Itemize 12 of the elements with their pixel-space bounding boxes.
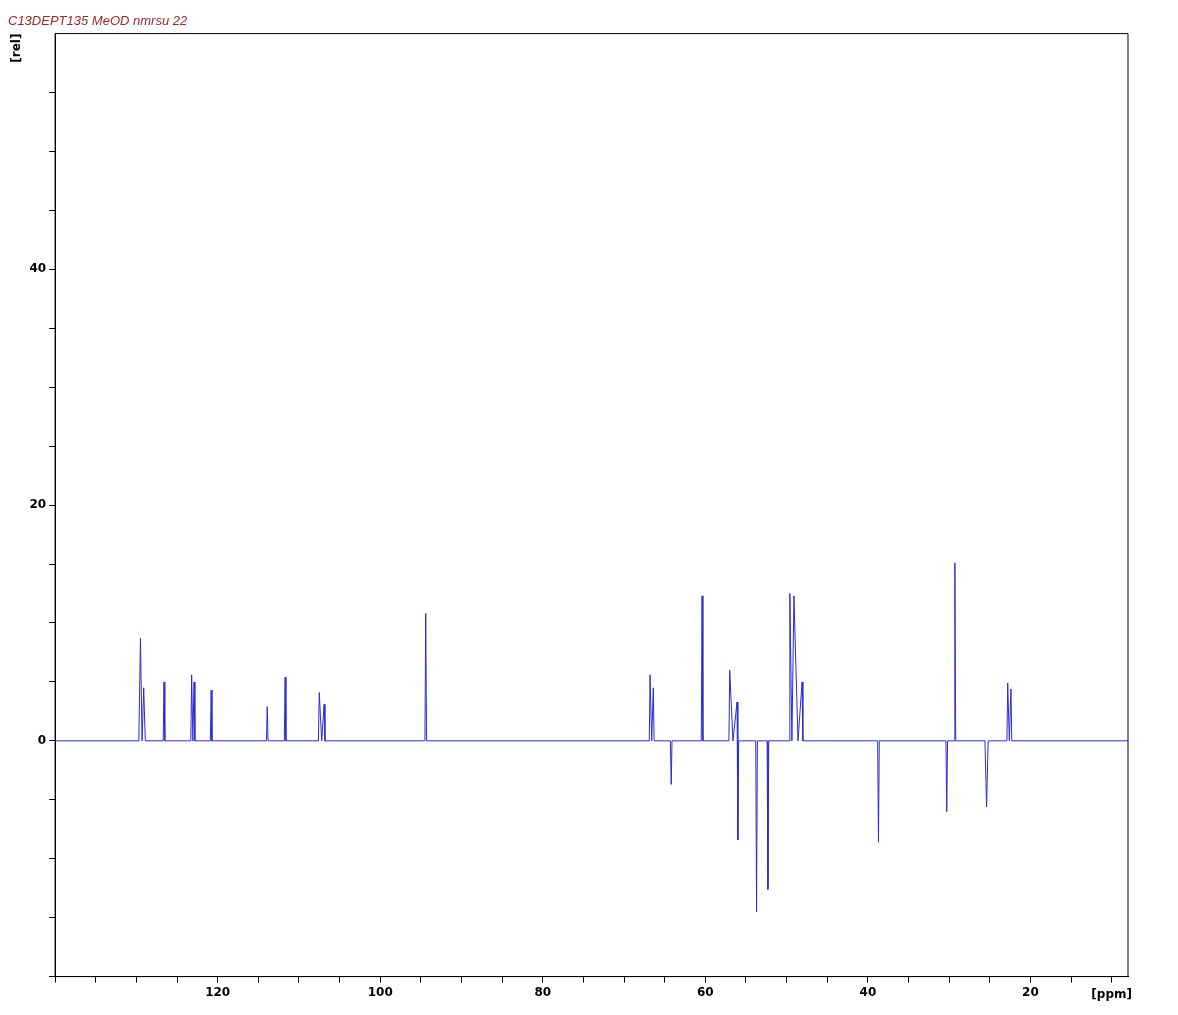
y-axis-title: [rel] (9, 33, 24, 63)
y-tick-label: 0 (37, 732, 47, 747)
chart-title: C13DEPT135 MeOD nmrsu 22 (8, 13, 188, 29)
x-tick-label: 120 (205, 984, 231, 999)
x-tick-label: 80 (534, 984, 552, 999)
y-tick-label: 20 (29, 497, 47, 512)
x-tick-label: 20 (1022, 984, 1039, 999)
x-tick-label: 40 (859, 984, 877, 999)
x-tick-label: 100 (367, 984, 393, 999)
y-tick-label: 40 (29, 261, 47, 276)
x-tick-label: 60 (696, 984, 714, 999)
x-axis-title: [ppm] (1091, 986, 1132, 1001)
